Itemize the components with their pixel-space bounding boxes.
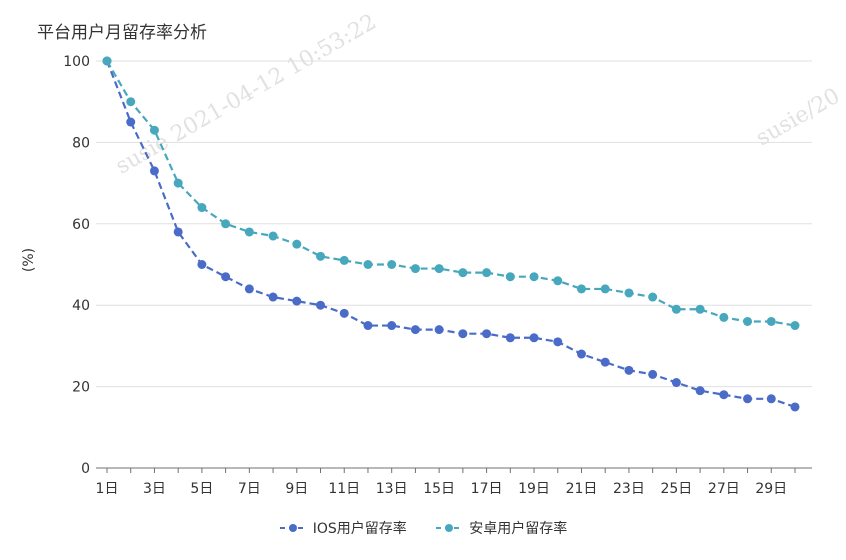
data-point-1	[173, 178, 183, 188]
data-point-0	[505, 333, 515, 343]
x-tick-label: 13日	[376, 481, 408, 497]
x-tick-label: 23日	[613, 481, 645, 497]
x-tick-label: 27日	[708, 481, 740, 497]
legend-item-ios[interactable]: IOS用户留存率	[279, 518, 407, 538]
data-point-0	[268, 292, 278, 302]
series-line-1	[106, 60, 796, 327]
legend-label-ios: IOS用户留存率	[312, 521, 407, 537]
data-point-0	[671, 378, 681, 388]
data-point-1	[529, 272, 539, 282]
data-point-1	[221, 219, 231, 229]
data-point-1	[410, 264, 420, 274]
x-tick-label: 7日	[238, 481, 261, 497]
x-tick-label: 25日	[660, 481, 692, 497]
x-tick-label: 5日	[190, 481, 213, 497]
data-point-1	[197, 203, 207, 213]
y-tick-label: 80	[72, 135, 90, 151]
legend-item-android[interactable]: 安卓用户留存率	[435, 518, 567, 538]
data-point-1	[790, 321, 800, 331]
x-tick-label: 1日	[96, 481, 119, 497]
data-point-0	[410, 325, 420, 335]
y-tick-label: 40	[72, 298, 90, 314]
x-tick-label: 3日	[143, 481, 166, 497]
data-point-1	[766, 316, 776, 326]
x-tick-label: 15日	[423, 481, 455, 497]
data-point-1	[126, 97, 136, 107]
data-point-0	[149, 166, 159, 176]
data-point-1	[339, 255, 349, 265]
x-tick-label: 19日	[518, 481, 550, 497]
data-point-1	[244, 227, 254, 237]
data-point-0	[719, 390, 729, 400]
data-point-0	[695, 386, 705, 396]
data-point-0	[173, 227, 183, 237]
data-point-1	[600, 284, 610, 294]
x-tick-label: 9日	[285, 481, 308, 497]
data-point-0	[743, 394, 753, 404]
data-point-0	[790, 402, 800, 412]
data-point-0	[316, 300, 326, 310]
data-point-1	[671, 304, 681, 314]
data-point-1	[648, 292, 658, 302]
data-point-1	[482, 268, 492, 278]
data-point-0	[600, 357, 610, 367]
data-point-1	[268, 231, 278, 241]
legend-ios-marker	[279, 524, 306, 532]
data-point-0	[292, 296, 302, 306]
data-point-0	[458, 329, 468, 339]
data-point-1	[292, 239, 302, 249]
legend-label-android: 安卓用户留存率	[469, 521, 568, 537]
x-tick-label: 11日	[328, 481, 360, 497]
data-point-1	[434, 264, 444, 274]
data-point-1	[363, 260, 373, 269]
y-tick-label: 60	[72, 217, 90, 233]
y-tick-label: 100	[63, 54, 90, 70]
data-point-1	[743, 316, 753, 326]
data-point-0	[244, 284, 254, 294]
line-chart: 0 20 40 60 80 100 1日 3日 5日 7日 9日 11日 13日 15日 17日 19日 21日…	[63, 54, 812, 497]
x-tick-label: 17日	[471, 481, 503, 497]
data-point-0	[363, 321, 373, 331]
data-point-0	[387, 321, 397, 331]
data-point-1	[576, 284, 586, 294]
legend: IOS用户留存率 安卓用户留存率	[0, 518, 846, 538]
data-point-0	[529, 333, 539, 343]
data-point-1	[624, 288, 634, 298]
data-point-0	[339, 308, 349, 318]
data-point-0	[197, 260, 207, 269]
data-point-1	[102, 56, 112, 66]
data-point-1	[458, 268, 468, 278]
data-point-0	[576, 349, 586, 359]
chart-title: 平台用户月留存率分析	[37, 23, 207, 43]
series-line-0	[105, 60, 796, 408]
legend-android-marker	[436, 524, 463, 532]
data-point-0	[126, 117, 136, 127]
data-point-0	[624, 365, 634, 375]
data-point-0	[553, 337, 563, 347]
data-point-1	[553, 276, 563, 286]
x-tick-label: 21日	[566, 481, 598, 497]
data-point-1	[149, 125, 159, 135]
data-point-0	[648, 369, 658, 379]
data-point-1	[387, 260, 397, 269]
data-point-1	[719, 312, 729, 322]
data-point-1	[695, 304, 705, 314]
data-point-1	[505, 272, 515, 282]
y-tick-label: 0	[81, 461, 90, 477]
data-point-0	[221, 272, 231, 282]
y-tick-label: 20	[72, 380, 90, 396]
data-point-0	[766, 394, 776, 404]
data-point-0	[482, 329, 492, 339]
data-point-0	[434, 325, 444, 335]
data-point-1	[316, 251, 326, 261]
x-tick-label: 29日	[755, 481, 787, 497]
